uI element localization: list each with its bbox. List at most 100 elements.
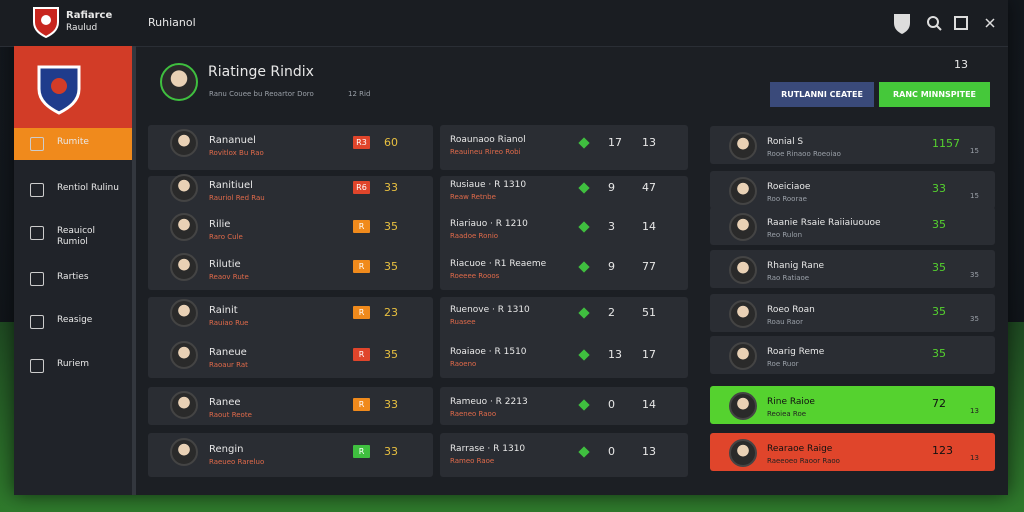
button[interactable]: RANC MINNSPITEE — [879, 82, 990, 107]
card — [440, 433, 688, 477]
avatar — [729, 256, 757, 284]
player-sub: Rauiao Rue — [209, 319, 249, 327]
card — [440, 125, 688, 170]
top-bar: Rafiarce Raulud Ruhianol — [0, 0, 1008, 47]
ranking-name: Roarig Reme — [767, 347, 825, 357]
stat-b: 77 — [642, 260, 656, 273]
player-name: Rainit — [209, 305, 238, 316]
ranking-score: 123 — [932, 444, 953, 457]
match-sub: Raoeno — [450, 360, 477, 368]
stat-a: 0 — [608, 398, 615, 411]
score: 33 — [384, 398, 398, 411]
avatar — [729, 177, 757, 205]
score: 60 — [384, 136, 398, 149]
ranking-score: 33 — [932, 182, 946, 195]
match-label: Rarrase · R 1310 — [450, 444, 526, 454]
ranking-name: Rine Raioe — [767, 397, 815, 407]
card — [440, 297, 688, 378]
app-name: Rafiarce — [66, 10, 113, 21]
card — [440, 387, 688, 425]
match-sub: Reaw Retnbe — [450, 193, 496, 201]
player-sub: Raro Cule — [209, 233, 243, 241]
ranking-extra: 35 — [970, 315, 979, 323]
stat-b: 14 — [642, 220, 656, 233]
match-sub: Ruasee — [450, 318, 476, 326]
sidebar-banner — [14, 46, 132, 128]
ranking-card[interactable] — [710, 336, 995, 374]
badge: R — [353, 220, 370, 233]
header-title: Riatinge Rindix — [208, 64, 314, 80]
score: 33 — [384, 181, 398, 194]
ranking-card[interactable] — [710, 433, 995, 471]
avatar — [170, 438, 198, 466]
ranking-card[interactable] — [710, 386, 995, 424]
nav-icon — [30, 226, 44, 240]
nav-item[interactable]: Ruriem — [57, 359, 90, 369]
avatar — [729, 300, 757, 328]
button[interactable]: RUTLANNI CEATEE — [770, 82, 874, 107]
nav-icon — [30, 137, 44, 151]
badge: R — [353, 348, 370, 361]
ranking-card[interactable] — [710, 250, 995, 288]
ranking-card[interactable] — [710, 126, 995, 164]
ranking-extra: 35 — [970, 271, 979, 279]
player-name: Raneue — [209, 347, 247, 358]
match-label: Roaunaoo Rianol — [450, 135, 526, 145]
match-label: Rusiaue · R 1310 — [450, 180, 527, 190]
share-icon[interactable] — [954, 16, 968, 30]
match-sub: Roeeee Rooos — [450, 272, 500, 280]
avatar — [729, 213, 757, 241]
nav-item[interactable]: Reauicol Rumiol — [57, 226, 96, 247]
score: 35 — [384, 220, 398, 233]
nav-icon — [30, 183, 44, 197]
player-name: Rilutie — [209, 259, 241, 270]
ranking-sub: Roe Ruor — [767, 360, 799, 368]
ranking-sub: Roau Raor — [767, 318, 803, 326]
search-icon[interactable] — [927, 16, 939, 28]
nav-icon — [30, 272, 44, 286]
nav-active[interactable] — [14, 128, 132, 160]
ranking-sub: Rooe Rinaoo Roeoiao — [767, 150, 841, 158]
player-name: Rilie — [209, 219, 231, 230]
score: 35 — [384, 260, 398, 273]
ranking-card[interactable] — [710, 207, 995, 245]
match-label: Roaiaoe · R 1510 — [450, 347, 527, 357]
nav-item[interactable]: Reasige — [57, 315, 93, 325]
ranking-sub: Raeeoeo Raoor Raoo — [767, 457, 840, 465]
nav-item[interactable]: Rentiol Rulinu — [57, 183, 119, 193]
avatar — [170, 391, 198, 419]
club-crest — [37, 65, 81, 115]
close-icon[interactable] — [985, 18, 995, 28]
ranking-card[interactable] — [710, 294, 995, 332]
ranking-score: 35 — [932, 305, 946, 318]
avatar — [170, 341, 198, 369]
stat-b: 13 — [642, 136, 656, 149]
avatar — [729, 439, 757, 467]
ranking-sub: Reoiea Roe — [767, 410, 807, 418]
stat-b: 47 — [642, 181, 656, 194]
nav-item[interactable]: Rarties — [57, 272, 89, 282]
avatar — [170, 174, 198, 202]
ranking-score: 35 — [932, 218, 946, 231]
score: 33 — [384, 445, 398, 458]
player-name: Rananuel — [209, 135, 256, 146]
player-sub: Rovitlox Bu Rao — [209, 149, 264, 157]
nav-item[interactable]: Rumite — [57, 137, 89, 147]
stat-a: 0 — [608, 445, 615, 458]
stat-a: 3 — [608, 220, 615, 233]
ranking-score: 35 — [932, 347, 946, 360]
ranking-score: 72 — [932, 397, 946, 410]
ranking-name: Rhanig Rane — [767, 261, 825, 271]
ranking-score: 1157 — [932, 137, 960, 150]
avatar — [170, 129, 198, 157]
ranking-extra: 13 — [970, 454, 979, 462]
match-sub: Raeneo Raoo — [450, 410, 497, 418]
ranking-sub: Reo Rulon — [767, 231, 803, 239]
nav-icon — [30, 315, 44, 329]
header-subtitle: Ranu Couee bu Reoartor Doro — [209, 90, 314, 98]
ranking-name: Rearaoe Raige — [767, 444, 833, 454]
ranking-card[interactable] — [710, 171, 995, 209]
badge-icon[interactable] — [894, 14, 910, 34]
sidebar — [14, 46, 136, 495]
